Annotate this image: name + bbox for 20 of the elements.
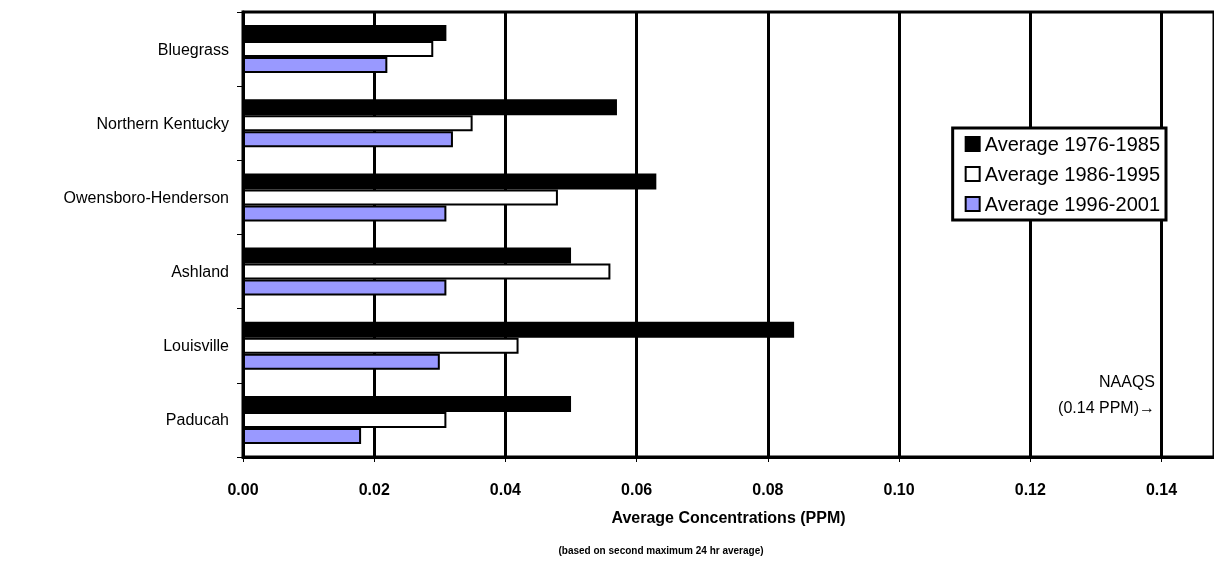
x-tick-label: 0.00 <box>227 480 259 498</box>
y-tick-label: Ashland <box>171 263 229 281</box>
x-tick-label: 0.02 <box>358 480 390 498</box>
x-tick-label: 0.14 <box>1145 480 1178 498</box>
y-tick-label: Bluegrass <box>157 40 229 58</box>
x-tick-label: 0.08 <box>752 480 784 498</box>
y-tick-label: Paducah <box>165 411 229 429</box>
y-tick-label: Louisville <box>163 337 230 355</box>
legend-label: Average 1976-1985 <box>984 133 1161 155</box>
x-tick-label: 0.10 <box>883 480 915 498</box>
x-tick-label: 0.04 <box>489 480 522 498</box>
x-axis-title: Average Concentrations (PPM) <box>611 508 846 526</box>
x-tick-label: 0.06 <box>621 480 653 498</box>
y-tick-label: Northern Kentucky <box>96 114 229 132</box>
text: (based on second maximum 24 hr average) <box>558 544 764 556</box>
x-tick-label: 0.12 <box>1014 480 1046 498</box>
y-tick-label: Owensboro-Henderson <box>63 188 229 206</box>
legend-label: Average 1986-1995 <box>984 163 1161 185</box>
legend-label: Average 1996-2001 <box>984 193 1161 215</box>
annotation: NAAQS (0.14 PPM)→ <box>1058 372 1155 416</box>
